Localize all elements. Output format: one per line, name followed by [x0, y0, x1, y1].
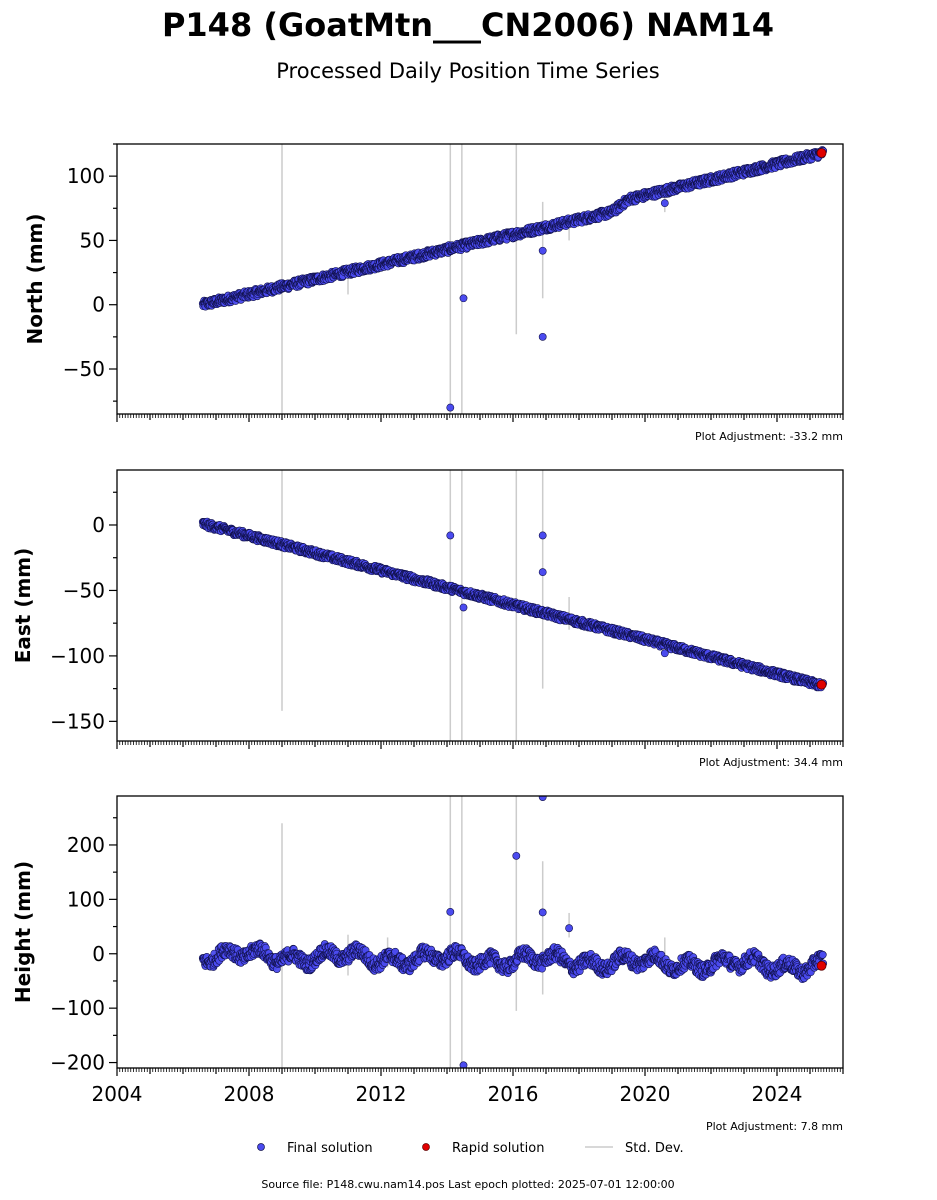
plot-area [198, 144, 828, 414]
plot-area [198, 470, 828, 741]
outlier-point [459, 294, 468, 303]
y-tick-label: 0 [92, 293, 105, 317]
panel-1: −50 0 50 100 North (mm) Plot Adjustment: -33.… [23, 143, 844, 443]
outlier-point [538, 531, 547, 540]
y-tick-label: −100 [50, 996, 105, 1020]
outlier-point [446, 907, 455, 916]
outlier-point [538, 796, 547, 801]
y-tick-label: 0 [92, 942, 105, 966]
figure-title: P148 (GoatMtn___CN2006) NAM14 [162, 6, 774, 44]
rapid-solution-point [816, 148, 827, 158]
plot-adjustment: Plot Adjustment: 34.4 mm [699, 756, 843, 769]
outlier-point [660, 649, 669, 658]
outlier-point [538, 908, 547, 917]
final-solution-point [818, 950, 827, 959]
axes-frame [116, 795, 844, 1069]
y-tick-label: 100 [67, 887, 105, 911]
y-tick-label: −100 [50, 644, 105, 668]
y-tick-label: −50 [63, 578, 105, 602]
outlier-point [446, 403, 455, 412]
axes-frame [116, 469, 844, 742]
outlier-point [459, 603, 468, 612]
y-tick-label: −150 [50, 709, 105, 733]
outlier-point [538, 332, 547, 341]
rapid-solution-point [816, 679, 827, 690]
y-tick-label: 200 [67, 833, 105, 857]
y-axis-label: East (mm) [11, 548, 35, 664]
y-axis-label: North (mm) [23, 213, 47, 344]
axes-frame [116, 143, 844, 415]
y-tick-label: −50 [63, 357, 105, 381]
panel-2: −150 −100 −50 0 East (mm) Plot Adjustment: 34… [11, 469, 844, 769]
outlier-point [538, 246, 547, 255]
y-tick-label: −200 [50, 1051, 105, 1075]
y-tick-label: 0 [92, 513, 105, 537]
outlier-point [565, 924, 573, 933]
plot-area [198, 796, 828, 1068]
outlier-point [446, 531, 455, 540]
y-tick-label: 50 [80, 228, 105, 252]
rapid-solution-point [816, 960, 827, 971]
y-tick-label: 100 [67, 164, 105, 188]
outlier-point [512, 851, 521, 860]
outlier-point [538, 568, 547, 577]
panels: −50 0 50 100 North (mm) Plot Adjustment: -33.… [11, 143, 844, 1133]
figure-subtitle: Processed Daily Position Time Series [276, 59, 660, 83]
outlier-point [660, 199, 669, 208]
plot-adjustment: Plot Adjustment: -33.2 mm [695, 430, 843, 443]
